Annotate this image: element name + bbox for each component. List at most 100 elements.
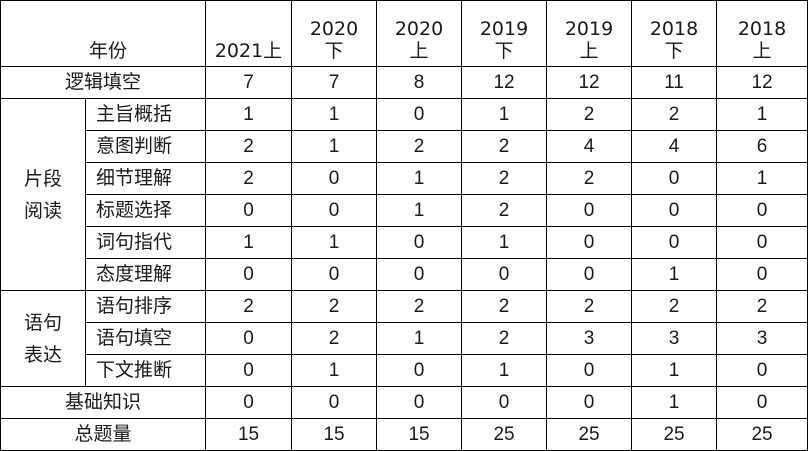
value-cell: 12: [716, 66, 808, 99]
value-cell: 0: [376, 386, 463, 419]
value-cell: 0: [716, 194, 808, 227]
value-cell: 2: [291, 290, 378, 323]
group-label-cell: 语句 表达: [0, 290, 86, 387]
value-cell: 2: [631, 290, 718, 323]
year-header-line2: 下: [494, 40, 514, 63]
value-cell: 0: [716, 386, 808, 419]
row-label: 逻辑填空: [0, 66, 207, 99]
value-cell: 2: [376, 290, 463, 323]
value-cell: 0: [205, 258, 293, 291]
row-label: 语句填空: [84, 322, 207, 355]
row-label: 基础知识: [0, 386, 207, 419]
value-cell: 2: [631, 98, 718, 131]
value-cell: 0: [461, 258, 548, 291]
value-cell: 0: [716, 258, 808, 291]
value-cell: 4: [546, 130, 633, 163]
table-row: 逻辑填空 7 7 8 12 12 11 12: [0, 66, 808, 99]
value-cell: 0: [716, 226, 808, 259]
row-label: 态度理解: [84, 258, 207, 291]
value-cell: 0: [716, 354, 808, 387]
value-cell: 3: [546, 322, 633, 355]
year-column-header: 2019 下: [461, 0, 548, 67]
value-cell: 1: [291, 226, 378, 259]
value-cell: 0: [546, 386, 633, 419]
group-label-line2: 阅读: [23, 199, 62, 222]
value-cell: 0: [205, 194, 293, 227]
table-row: 语句填空 0 2 1 2 3 3 3: [1, 322, 808, 355]
value-cell: 1: [376, 194, 463, 227]
value-cell: 8: [376, 66, 463, 99]
table-row-total: 总题量 15 15 15 25 25 25 25: [0, 418, 808, 451]
value-cell: 2: [461, 130, 548, 163]
value-cell: 2: [205, 290, 293, 323]
year-header-line1: 2019: [479, 18, 529, 41]
value-cell: 0: [376, 258, 463, 291]
group-label-line2: 表达: [23, 343, 62, 366]
value-cell: 2: [291, 322, 378, 355]
row-label: 总题量: [0, 418, 207, 451]
value-cell: 2: [461, 194, 548, 227]
year-header-line2: 下: [664, 40, 684, 63]
year-header-line2: 上: [409, 40, 429, 63]
table-row: 词句指代 1 1 0 1 0 0 0: [1, 226, 808, 259]
table-row: 下文推断 0 1 0 1 0 1 0: [1, 354, 808, 387]
value-cell: 1: [291, 130, 378, 163]
value-cell: 1: [376, 162, 463, 195]
value-cell: 1: [205, 226, 293, 259]
value-cell: 0: [205, 322, 293, 355]
value-cell: 1: [631, 386, 718, 419]
value-cell: 2: [546, 98, 633, 131]
year-column-header: 2018 下: [631, 0, 718, 67]
table-row: 标题选择 0 0 1 2 0 0 0: [1, 194, 808, 227]
value-cell: 1: [716, 162, 808, 195]
table-row: 基础知识 0 0 0 0 0 1 0: [0, 386, 808, 419]
group-label-line1: 语句: [23, 311, 62, 334]
value-cell: 0: [546, 226, 633, 259]
value-cell: 15: [376, 418, 463, 451]
row-label: 标题选择: [84, 194, 207, 227]
table-row: 态度理解 0 0 0 0 0 1 0: [1, 258, 808, 291]
value-cell: 2: [461, 162, 548, 195]
value-cell: 11: [631, 66, 718, 99]
value-cell: 0: [546, 258, 633, 291]
value-cell: 1: [461, 226, 548, 259]
value-cell: 2: [376, 130, 463, 163]
value-cell: 2: [546, 162, 633, 195]
value-cell: 0: [546, 354, 633, 387]
value-cell: 7: [291, 66, 378, 99]
value-cell: 6: [716, 130, 808, 163]
value-cell: 1: [291, 354, 378, 387]
value-cell: 0: [461, 386, 548, 419]
value-cell: 0: [376, 226, 463, 259]
value-cell: 0: [631, 194, 718, 227]
value-cell: 1: [376, 322, 463, 355]
value-cell: 0: [376, 98, 463, 131]
group-label-cell: 片段 阅读: [0, 98, 86, 291]
row-label: 细节理解: [84, 162, 207, 195]
value-cell: 0: [291, 258, 378, 291]
row-label: 词句指代: [84, 226, 207, 259]
value-cell: 25: [461, 418, 548, 451]
year-header-line2: 下: [324, 40, 344, 63]
value-cell: 2: [205, 130, 293, 163]
row-label: 语句排序: [84, 290, 207, 323]
value-cell: 0: [205, 354, 293, 387]
value-cell: 0: [205, 386, 293, 419]
value-cell: 25: [631, 418, 718, 451]
value-cell: 25: [716, 418, 808, 451]
table-row: 片段阅读 主旨概括 1 1 0 1 2 2 1: [0, 98, 808, 291]
value-cell: 3: [631, 322, 718, 355]
value-cell: 0: [291, 162, 378, 195]
value-cell: 0: [376, 354, 463, 387]
value-cell: 1: [461, 354, 548, 387]
table-row: 细节理解 2 0 1 2 2 0 1: [1, 162, 808, 195]
value-cell: 0: [631, 162, 718, 195]
year-header-line1: 2020: [309, 18, 359, 41]
year-header-line1: 2020: [394, 18, 444, 41]
value-cell: 0: [291, 194, 378, 227]
year-header-line2: 上: [752, 40, 772, 63]
row-label: 主旨概括: [84, 98, 207, 131]
group-label-line1: 片段: [23, 167, 62, 190]
value-cell: 1: [461, 98, 548, 131]
